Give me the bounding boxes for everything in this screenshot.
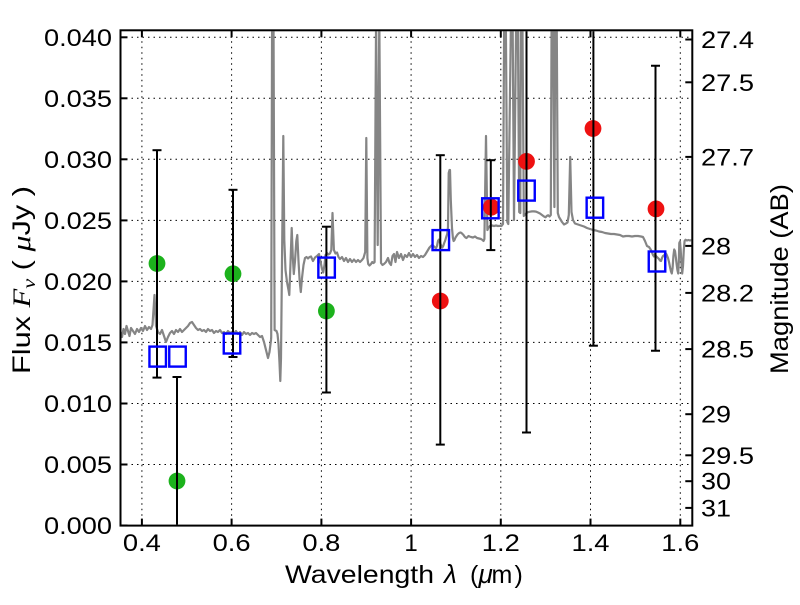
svg-text:0.030: 0.030	[44, 147, 112, 174]
svg-text:29: 29	[701, 402, 731, 429]
svg-text:μ: μ	[478, 559, 493, 589]
svg-text:0.040: 0.040	[44, 25, 112, 52]
svg-text:0.025: 0.025	[44, 208, 112, 235]
svg-text:0.000: 0.000	[44, 513, 112, 540]
svg-text:27.5: 27.5	[701, 70, 754, 97]
svg-text:1: 1	[404, 530, 417, 557]
svg-text:0.035: 0.035	[44, 86, 112, 113]
svg-text:Wavelength: Wavelength	[285, 561, 434, 589]
svg-text:28.2: 28.2	[701, 280, 754, 307]
svg-text:(: (	[470, 561, 479, 589]
svg-text:0.6: 0.6	[213, 530, 251, 557]
svg-text:31: 31	[701, 495, 731, 522]
svg-text:m: m	[492, 561, 513, 589]
svg-text:1.4: 1.4	[572, 530, 610, 557]
svg-text:30: 30	[701, 469, 731, 496]
svg-text:0.005: 0.005	[44, 452, 112, 479]
svg-text:0.020: 0.020	[44, 269, 112, 296]
svg-text:): )	[515, 561, 523, 589]
svg-text:1.6: 1.6	[661, 530, 699, 557]
svg-text:1.2: 1.2	[482, 530, 520, 557]
svg-text:28: 28	[701, 233, 731, 260]
svg-text:28.5: 28.5	[701, 337, 754, 364]
svg-text:27.4: 27.4	[701, 27, 754, 54]
svg-text:0.8: 0.8	[302, 530, 340, 557]
svg-text:Flux Fν ( μJy ): Flux Fν ( μJy )	[7, 186, 39, 374]
svg-text:0.4: 0.4	[123, 530, 161, 557]
svg-text:0.015: 0.015	[44, 330, 112, 357]
svg-text:λ: λ	[442, 559, 457, 589]
svg-text:Magnitude (AB): Magnitude (AB)	[766, 184, 794, 374]
svg-text:29.5: 29.5	[701, 443, 754, 470]
svg-text:0.010: 0.010	[44, 391, 112, 418]
svg-text:27.7: 27.7	[701, 144, 754, 171]
